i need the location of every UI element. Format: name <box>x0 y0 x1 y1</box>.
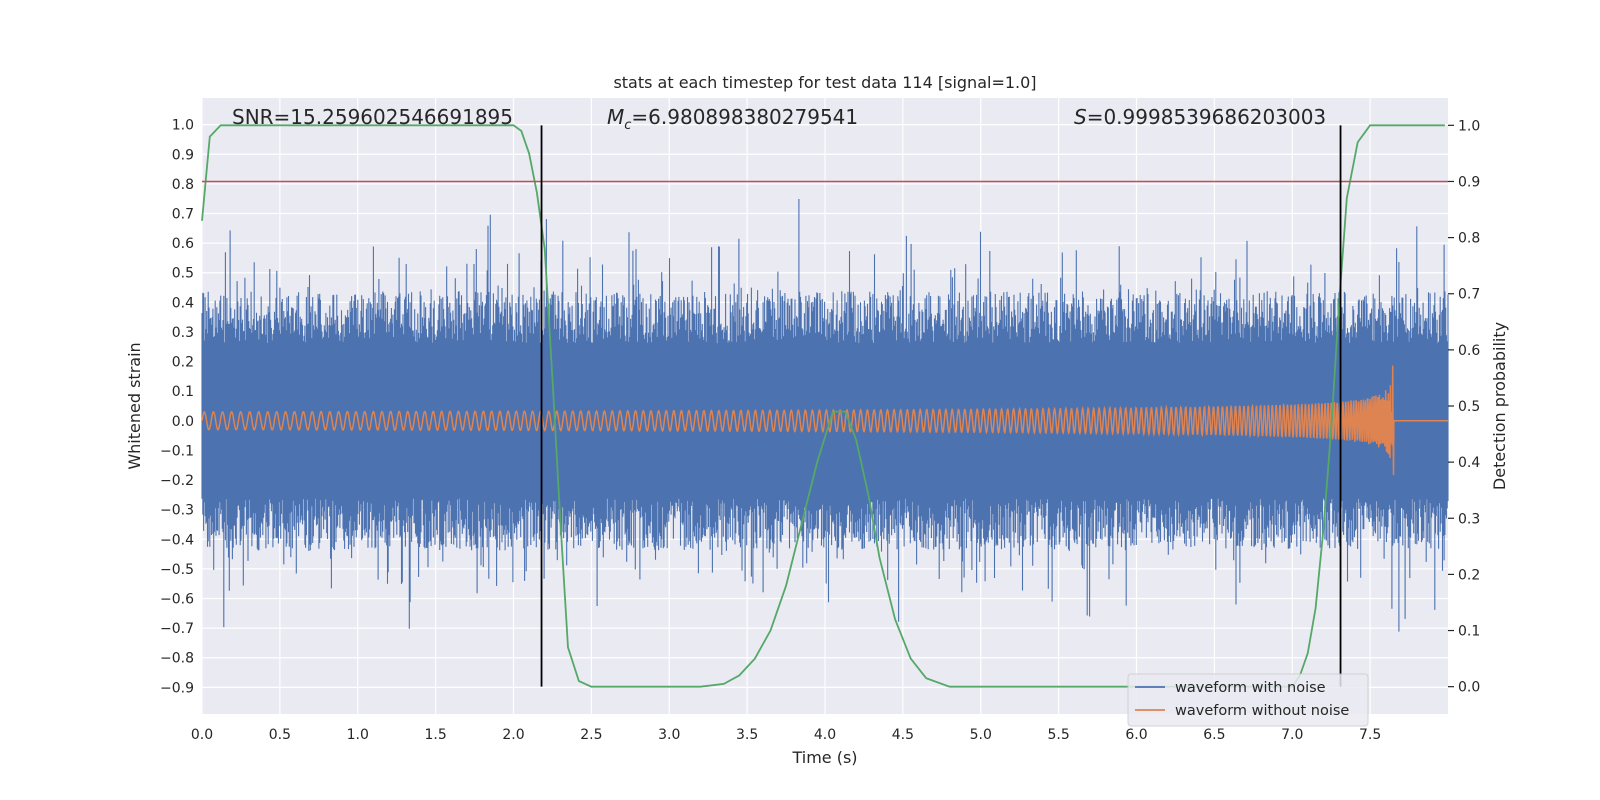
y-tick-label: 0.5 <box>172 266 194 282</box>
x-tick-label: 1.0 <box>347 727 369 743</box>
y2-tick-label: 0.9 <box>1458 174 1480 190</box>
legend: waveform with noise waveform without noi… <box>1127 673 1369 727</box>
chirp-mass-value: =6.980898380279541 <box>631 105 858 129</box>
y-tick-label: 0.8 <box>172 177 194 193</box>
y-tick-label: 0.9 <box>172 147 194 163</box>
y-tick-label: 1.0 <box>172 118 194 134</box>
y2-ticks: 1.0 0.9 0.8 0.7 0.6 0.5 0.4 0.3 0.2 0.1 0.0 <box>1448 118 1480 696</box>
y-tick-label: −0.3 <box>160 503 194 519</box>
y-ticks: 1.0 0.9 0.8 0.7 0.6 0.5 0.4 0.3 0.2 0.1 0.0 −0.1 −0.… <box>160 118 194 697</box>
chirp-mass-symbol: M <box>607 105 624 129</box>
y-tick-label: −0.5 <box>160 562 194 578</box>
y-tick-label: −0.6 <box>160 592 194 608</box>
y2-tick-label: 0.2 <box>1458 567 1480 583</box>
signal-waveform-line <box>201 365 1448 476</box>
x-axis-label: Time (s) <box>791 748 857 767</box>
y-tick-label: −0.9 <box>160 680 194 696</box>
x-tick-label: 6.0 <box>1125 727 1147 743</box>
y-tick-label: 0.7 <box>172 207 194 223</box>
s-symbol: S <box>1074 105 1087 129</box>
y2-axis-label: Detection probability <box>1490 322 1509 490</box>
y-tick-label: −0.1 <box>160 443 194 459</box>
s-value: =0.9998539686203003 <box>1087 105 1326 129</box>
y-tick-label: −0.2 <box>160 473 194 489</box>
y-tick-label: −0.7 <box>160 621 194 637</box>
chart-title: stats at each timestep for test data 114… <box>613 73 1036 92</box>
x-tick-label: 6.5 <box>1203 727 1225 743</box>
x-ticks: 0.0 0.5 1.0 1.5 2.0 2.5 3.0 3.5 4.0 4.5 5.0 5.5 6.0 6… <box>191 727 1381 743</box>
y-axis-label: Whitened strain <box>125 342 144 469</box>
x-tick-label: 3.0 <box>658 727 680 743</box>
x-tick-label: 2.5 <box>580 727 602 743</box>
legend-signal-label: waveform without noise <box>1175 703 1349 719</box>
y2-tick-label: 1.0 <box>1458 118 1480 134</box>
x-tick-label: 7.0 <box>1281 727 1303 743</box>
y2-tick-label: 0.8 <box>1458 231 1480 247</box>
y2-tick-label: 0.3 <box>1458 511 1480 527</box>
y-tick-label: 0.2 <box>172 355 194 371</box>
y-tick-label: 0.0 <box>172 414 194 430</box>
detection-probability-line <box>201 124 1445 688</box>
x-tick-label: 1.5 <box>424 727 446 743</box>
y2-tick-label: 0.4 <box>1458 455 1480 471</box>
signal-series <box>201 365 1448 476</box>
x-tick-label: 5.5 <box>1047 727 1069 743</box>
probability-series <box>201 124 1445 688</box>
x-tick-label: 2.0 <box>502 727 524 743</box>
y2-tick-label: 0.6 <box>1458 343 1480 359</box>
y-tick-label: 0.4 <box>172 295 194 311</box>
snr-annotation: SNR=15.259602546691895 <box>232 105 513 129</box>
x-tick-label: 0.0 <box>191 727 213 743</box>
y2-tick-label: 0.0 <box>1458 680 1480 696</box>
y-tick-label: −0.8 <box>160 651 194 667</box>
chirp-mass-subscript: c <box>624 118 631 133</box>
chirp-mass-annotation: Mc=6.980898380279541 <box>607 105 858 133</box>
x-tick-label: 0.5 <box>269 727 291 743</box>
x-tick-label: 7.5 <box>1359 727 1381 743</box>
s-annotation: S=0.9998539686203003 <box>1074 105 1326 129</box>
x-tick-label: 5.0 <box>970 727 992 743</box>
legend-noise-label: waveform with noise <box>1175 680 1326 696</box>
markers <box>202 125 1448 687</box>
y-tick-label: −0.4 <box>160 532 194 548</box>
x-tick-label: 4.0 <box>814 727 836 743</box>
y-tick-label: 0.3 <box>172 325 194 341</box>
legend-box <box>1127 673 1369 727</box>
y-tick-label: 0.1 <box>172 384 194 400</box>
x-tick-label: 3.5 <box>736 727 758 743</box>
y2-tick-label: 0.7 <box>1458 287 1480 303</box>
y2-tick-label: 0.5 <box>1458 399 1480 415</box>
y-tick-label: 0.6 <box>172 236 194 252</box>
y2-tick-label: 0.1 <box>1458 624 1480 640</box>
x-tick-label: 4.5 <box>892 727 914 743</box>
